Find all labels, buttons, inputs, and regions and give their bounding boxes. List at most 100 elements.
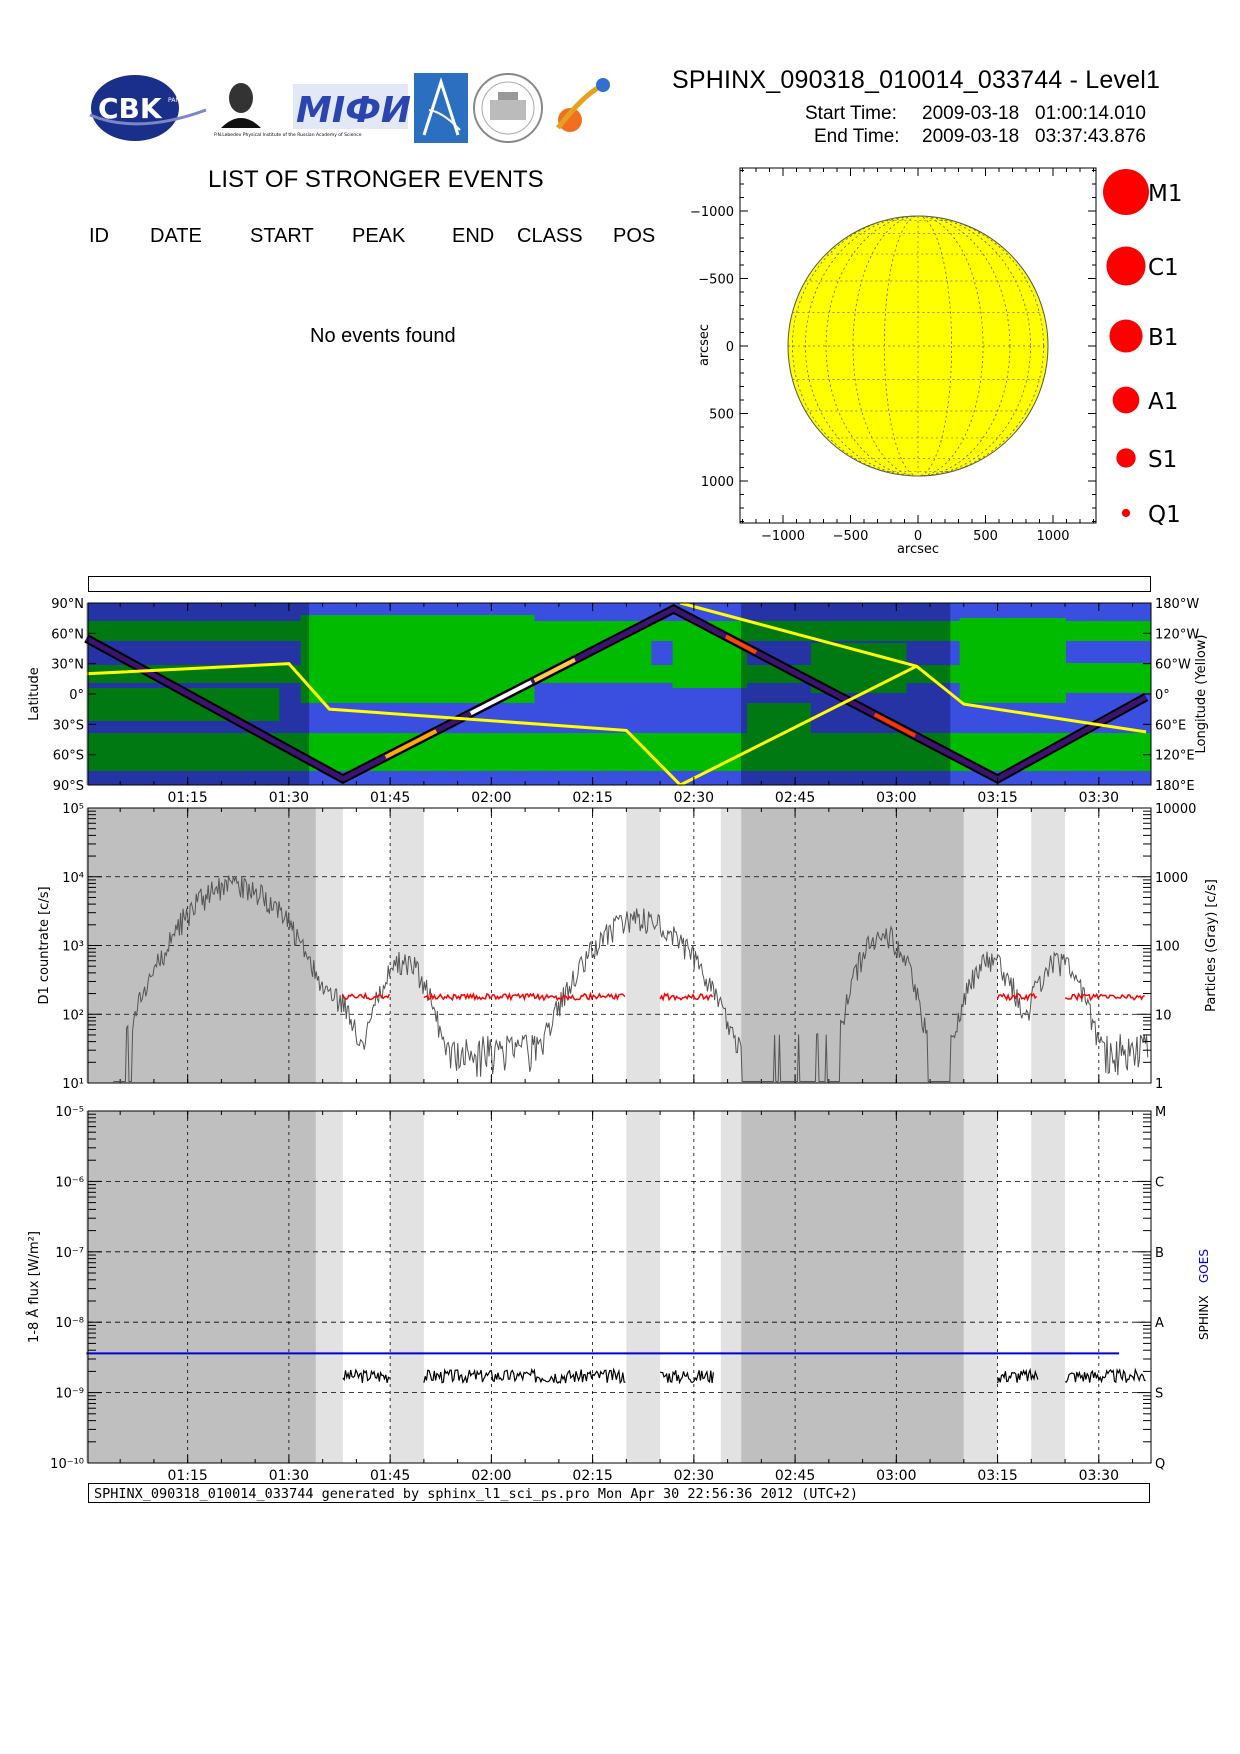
x-tick-label: 03:00 xyxy=(876,1468,916,1480)
saa-shade xyxy=(626,1111,661,1463)
logos-svg: CBK PAN P.N.Lebedev Physical Institute o… xyxy=(89,73,610,143)
legend-label-q1: Q1 xyxy=(1148,502,1181,528)
cbk-logo-small: PAN xyxy=(168,97,180,104)
x-tick-label: 01:45 xyxy=(370,1468,410,1480)
flux-ytick-label: 10⁻¹⁰ xyxy=(50,1457,84,1472)
legend-label-b1: B1 xyxy=(1148,325,1178,351)
legend-dot-b1 xyxy=(1109,319,1143,353)
x-tick-label: 01:15 xyxy=(167,1468,207,1480)
x-tick-label: 03:15 xyxy=(977,790,1017,806)
orbit-ytick-right-label: 180°E xyxy=(1155,779,1195,794)
d1-series xyxy=(996,992,1038,1002)
legend-dot-q1 xyxy=(1121,508,1131,518)
sun-meridian xyxy=(884,215,952,477)
saa-shade xyxy=(390,1111,424,1463)
events-col-peak: PEAK xyxy=(352,225,406,247)
d1-series xyxy=(659,992,714,1002)
orbit-ylabel: Latitude xyxy=(27,667,42,721)
orbit-ytick-right-label: 120°W xyxy=(1155,627,1199,642)
orbit-ytick-label: 30°S xyxy=(53,718,84,733)
flux-plot: 01:15 01:30 01:45 02:00 02:15 02:30 02:45 03:00… xyxy=(26,1105,1211,1480)
sphinx-series xyxy=(423,1367,626,1385)
x-tick-label: 03:00 xyxy=(876,790,916,806)
info-bar xyxy=(88,576,1151,592)
sun-ytick-label: −500 xyxy=(698,273,734,288)
longitude-track xyxy=(86,662,918,787)
lebedev-caption: P.N.Lebedev Physical Institute of the Ru… xyxy=(214,132,362,138)
sun-map-xlabel: arcsec xyxy=(897,542,939,557)
x-tick-label: 02:30 xyxy=(674,1468,714,1480)
sun-disk-group xyxy=(787,215,1049,477)
cbk-logo-text: CBK xyxy=(98,92,163,125)
latitude-track xyxy=(85,606,1148,782)
latitude-track-hot xyxy=(533,657,576,683)
orbit-ytick-label: 30°N xyxy=(51,658,84,673)
eclipse-shade xyxy=(741,1111,964,1463)
particle-zone xyxy=(959,618,1066,703)
seal-logo xyxy=(473,73,543,143)
sun-ytick-label: 500 xyxy=(709,408,734,423)
orbit-ytick-right-label: 180°W xyxy=(1155,597,1199,612)
x-tick-label: 03:30 xyxy=(1079,790,1119,806)
x-tick-label: 02:45 xyxy=(775,790,815,806)
count-ytick-right-label: 1000 xyxy=(1155,871,1188,886)
orbit-ytick-right-label: 60°E xyxy=(1155,718,1186,733)
count-ytick-right-label: 10000 xyxy=(1155,802,1196,817)
plots: 90°N 180°W 60°N 120°W 30°N 60°W 0° 0° 30°S 60°E 60… xyxy=(26,597,1219,1480)
d1-series xyxy=(423,991,626,1002)
x-tick-label: 01:15 xyxy=(167,790,207,806)
events-col-start: START xyxy=(250,225,314,247)
x-tick-label: 02:45 xyxy=(775,1468,815,1480)
sphinx-series xyxy=(342,1368,391,1383)
events-col-class: CLASS xyxy=(517,225,583,247)
sun-map-ylabel: arcsec xyxy=(697,324,712,366)
flux-class-label: C xyxy=(1155,1175,1164,1190)
sun-xtick-label: 1000 xyxy=(1036,529,1069,544)
orbit-ytick-right-label: 0° xyxy=(1155,688,1170,703)
eclipse-shade xyxy=(86,603,310,785)
saa-shade xyxy=(720,1111,742,1463)
mifi-logo: MIФИ xyxy=(293,84,411,131)
swirl-logo xyxy=(556,78,610,132)
end-time-value: 2009-03-18 03:37:43.876 xyxy=(922,126,1146,147)
saa-shade xyxy=(315,808,343,1083)
flux-ylabel-goes: GOES xyxy=(1197,1249,1211,1283)
legend-label-s1: S1 xyxy=(1148,447,1177,473)
orbit-ytick-label: 60°N xyxy=(51,627,84,642)
flux-class-label: B xyxy=(1155,1246,1164,1261)
sun-xtick-label: −1000 xyxy=(761,529,805,544)
x-tick-label: 02:00 xyxy=(471,790,511,806)
sun-ytick-label: 1000 xyxy=(701,475,734,490)
latitude-track-hot xyxy=(873,712,917,738)
legend-dot-m1 xyxy=(1103,169,1149,215)
orbit-ytick-label: 90°N xyxy=(51,597,84,612)
page-title: SPHINX_090318_010014_033744 - Level1 xyxy=(672,66,1161,94)
count-ylabel: D1 countrate [c/s] xyxy=(37,886,52,1004)
count-ytick-right-label: 10 xyxy=(1155,1008,1172,1023)
x-tick-label: 03:15 xyxy=(977,1468,1017,1480)
events-title: LIST OF STRONGER EVENTS xyxy=(208,166,544,193)
start-time-label: Start Time: xyxy=(805,103,897,124)
count-ytick-right-label: 1 xyxy=(1155,1077,1163,1092)
x-tick-label: 01:30 xyxy=(269,1468,309,1480)
sun-map: −1000 −500 0 500 1000 1000 500 0 −500 −1000 arcse… xyxy=(690,167,1097,557)
particles-series xyxy=(113,875,1149,1082)
orbit-ytick-label: 0° xyxy=(69,688,84,703)
flux-frame xyxy=(87,1110,1152,1464)
sphinx-series xyxy=(1064,1367,1146,1384)
d1-series xyxy=(342,991,391,1001)
a-logo xyxy=(414,73,468,143)
x-tick-label: 02:00 xyxy=(471,1468,511,1480)
eclipse-shade xyxy=(741,603,951,785)
flux-class-label: Q xyxy=(1155,1457,1165,1472)
latitude-track-hot xyxy=(469,680,533,716)
saa-shade xyxy=(1031,1111,1066,1463)
x-tick-label: 02:15 xyxy=(572,1468,612,1480)
orbit-plot: 90°N 180°W 60°N 120°W 30°N 60°W 0° 0° 30°S 60°E 60… xyxy=(27,597,1209,806)
saa-shade xyxy=(315,1111,343,1463)
flux-class-label: S xyxy=(1155,1387,1163,1402)
flux-ytick-label: 10⁻⁸ xyxy=(55,1316,84,1331)
latitude-track-hot xyxy=(384,729,438,759)
legend-dot-a1 xyxy=(1112,386,1140,414)
count-ytick-label: 10² xyxy=(62,1008,84,1023)
